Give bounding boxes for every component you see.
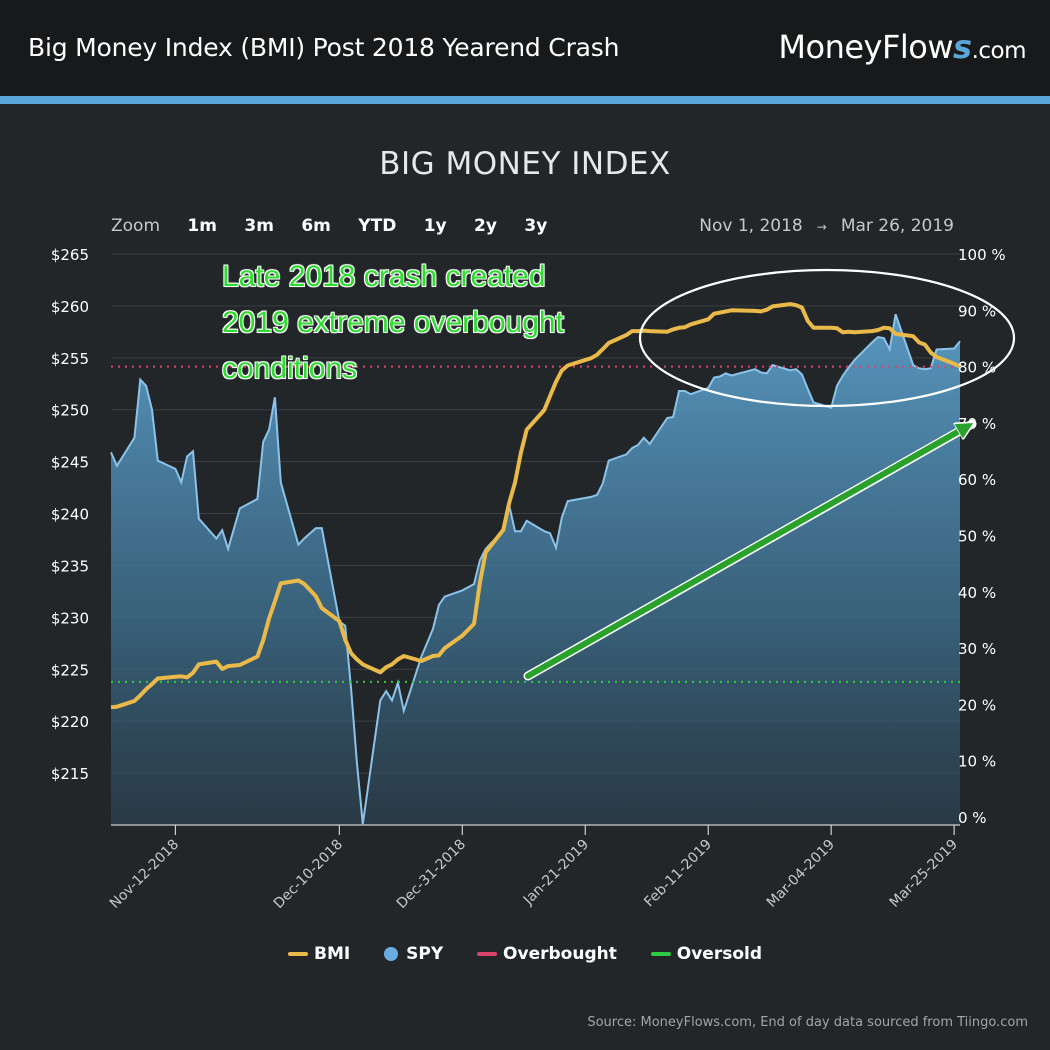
y-right-tick-label: 0 %	[958, 809, 987, 827]
brand-s-glyph: s	[953, 28, 972, 66]
y-left-tick-label: $235	[51, 557, 89, 575]
y-right-tick-label: 30 %	[958, 640, 996, 658]
range-to-input[interactable]: Mar 26, 2019	[840, 216, 954, 236]
zoom-ytd-button[interactable]: YTD	[358, 216, 397, 236]
legend-item-overbought[interactable]: Overbought	[477, 944, 617, 964]
x-axis: Nov-12-2018 Dec-10-2018 Dec-31-2018 Jan-21-…	[107, 824, 961, 912]
annotation-line: Late 2018 crash created	[222, 260, 546, 293]
zoom-1y-button[interactable]: 1y	[423, 216, 447, 236]
x-tick-label: Dec-31-2018	[394, 837, 469, 912]
legend-label: SPY	[406, 944, 444, 964]
range-arrow-icon: →	[816, 220, 827, 234]
x-tick-label: Mar-25-2019	[887, 837, 961, 911]
chart-annotation: Late 2018 crash created 2019 extreme ove…	[222, 254, 642, 392]
y-left-tick-label: $255	[51, 350, 89, 368]
y-right-tick-label: 20 %	[958, 696, 996, 714]
legend-label: BMI	[313, 944, 351, 964]
legend-swatch-bmi	[287, 952, 308, 956]
y-left-tick-label: $220	[51, 713, 89, 731]
bmi-series-line	[110, 302, 961, 710]
legend-swatch-oversold	[650, 952, 671, 956]
zoom-2y-button[interactable]: 2y	[474, 216, 497, 236]
range-from-input[interactable]: Nov 1, 2018	[699, 216, 803, 236]
spy-series-area	[111, 314, 960, 825]
zoom-label: Zoom	[111, 216, 161, 236]
y-right-tick-label: 10 %	[958, 753, 996, 771]
legend-item-bmi[interactable]: BMI	[287, 944, 351, 964]
y-left-axis: $215 $220 $225 $230 $235 $240 $245 $250 $255 $260…	[51, 246, 89, 783]
y-left-tick-label: $240	[51, 506, 89, 524]
legend-item-oversold[interactable]: Oversold	[650, 944, 763, 964]
brand-tld: .com	[971, 38, 1027, 64]
legend-swatch-spy	[384, 947, 399, 961]
y-left-tick-label: $245	[51, 454, 89, 472]
x-tick-label: Mar-04-2019	[764, 837, 838, 911]
zoom-6m-button[interactable]: 6m	[301, 216, 331, 236]
chart-legend: BMI SPY Overbought Oversold	[0, 944, 1050, 964]
y-right-tick-label: 40 %	[958, 584, 996, 602]
zoom-bar: Zoom 1m 3m 6m YTD 1y 2y 3y	[111, 216, 569, 236]
y-right-tick-label: 60 %	[958, 471, 996, 489]
y-right-tick-label: 50 %	[958, 528, 996, 546]
zoom-1m-button[interactable]: 1m	[187, 216, 217, 236]
highlight-ellipse	[638, 268, 1016, 408]
x-tick-label: Nov-12-2018	[107, 837, 182, 912]
x-tick-label: Jan-21-2019	[520, 837, 592, 909]
legend-label: Overbought	[503, 944, 617, 964]
y-left-tick-label: $215	[51, 765, 89, 783]
y-left-tick-label: $250	[51, 402, 89, 420]
date-range: Nov 1, 2018 → Mar 26, 2019	[699, 216, 954, 236]
y-right-axis: 0 %10 %20 %30 %40 %50 %60 %70 %80 %90 %1…	[958, 246, 1006, 827]
y-right-tick-label: 80 %	[958, 359, 996, 377]
x-tick-label: Dec-10-2018	[271, 837, 346, 912]
x-tick-label: Feb-11-2019	[641, 837, 715, 911]
y-right-tick-label: 100 %	[958, 246, 1006, 264]
y-left-tick-label: $260	[51, 298, 89, 316]
y-left-tick-label: $230	[51, 609, 89, 627]
legend-label: Oversold	[676, 944, 763, 964]
header-bar: Big Money Index (BMI) Post 2018 Yearend …	[0, 0, 1050, 96]
trend-arrow	[525, 426, 968, 679]
page-title: Big Money Index (BMI) Post 2018 Yearend …	[28, 33, 620, 62]
y-left-tick-label: $225	[51, 661, 89, 679]
y-right-tick-label: 90 %	[958, 302, 996, 320]
zoom-3m-button[interactable]: 3m	[244, 216, 274, 236]
legend-item-spy[interactable]: SPY	[384, 944, 443, 964]
y-left-tick-label: $265	[51, 246, 89, 264]
header-stripe	[0, 96, 1050, 104]
brand-main: MoneyFlow	[778, 28, 954, 66]
annotation-line: 2019 extreme overbought	[222, 306, 564, 339]
zoom-3y-button[interactable]: 3y	[524, 216, 548, 236]
annotation-line: conditions	[222, 352, 358, 385]
brand-logo[interactable]: MoneyFlows.com	[778, 28, 1026, 66]
legend-swatch-overbought	[477, 952, 498, 956]
chart-title: BIG MONEY INDEX	[379, 146, 671, 182]
source-note: Source: MoneyFlows.com, End of day data …	[587, 1015, 1028, 1030]
